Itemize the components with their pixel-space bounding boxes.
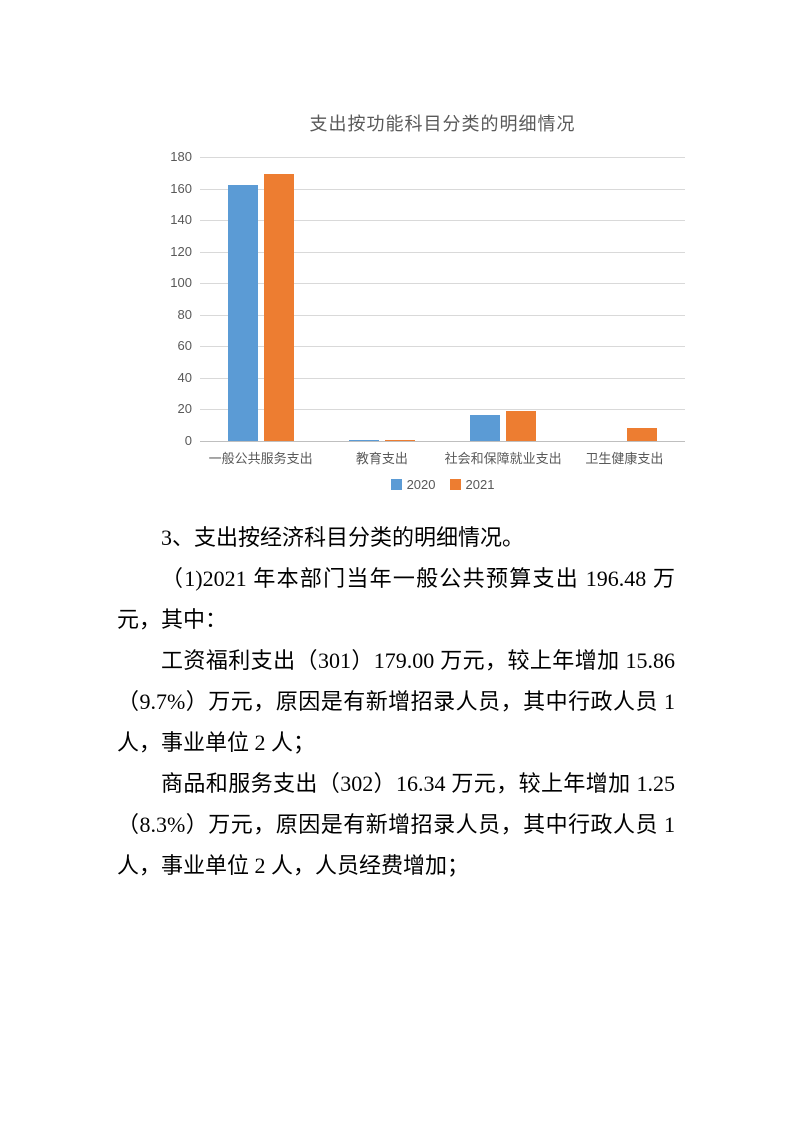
chart-title: 支出按功能科目分类的明细情况	[309, 114, 576, 134]
bar-2021-category-3	[506, 411, 537, 441]
horizontal-gridline	[200, 283, 685, 285]
expenditure-by-function-chart: 支出按功能科目分类的明细情况 0 20 40 60 80 100 120 140 160 180 一…	[0, 0, 793, 500]
bar-2021-category-4	[627, 428, 658, 441]
y-axis-tick-label: 80	[177, 306, 192, 322]
horizontal-gridline	[200, 251, 685, 253]
paragraph-section-heading: 3、支出按经济科目分类的明细情况。	[161, 525, 525, 550]
horizontal-gridline	[200, 377, 685, 379]
y-axis-tick-label: 0	[184, 433, 192, 448]
horizontal-gridline	[200, 409, 685, 411]
bar-2021-category-1	[263, 174, 294, 441]
bar-2021-category-2	[384, 440, 415, 441]
x-axis-category-label: 社会和保障就业支出	[444, 451, 562, 466]
y-axis-tick-label: 20	[177, 401, 192, 417]
legend-item-2021: 2021	[449, 477, 495, 492]
x-axis-line	[200, 441, 685, 442]
legend-label: 2021	[465, 477, 495, 492]
y-axis-tick-label: 180	[170, 149, 192, 164]
y-axis-tick-label: 160	[170, 180, 192, 196]
y-axis-tick-label: 60	[177, 338, 192, 354]
body-text-block: 3、支出按经济科目分类的明细情况。 （1)2021 年本部门当年一般公共预算支出…	[117, 517, 675, 886]
horizontal-gridline	[200, 220, 685, 222]
horizontal-gridline	[200, 346, 685, 348]
paragraph-total-budget: （1)2021 年本部门当年一般公共预算支出 196.48 万元，其中：	[117, 566, 675, 632]
paragraph-salary-expenditure: 工资福利支出（301）179.00 万元，较上年增加 15.86（9.7%）万元…	[117, 648, 675, 755]
horizontal-gridline	[200, 188, 685, 190]
y-axis-tick-label: 100	[170, 275, 192, 291]
y-axis-tick-label: 40	[177, 369, 192, 385]
legend-item-2020: 2020	[390, 477, 436, 492]
legend-label: 2020	[406, 477, 436, 492]
bar-2020-category-1	[227, 185, 258, 441]
legend-swatch-icon	[390, 479, 402, 490]
horizontal-gridline	[200, 314, 685, 316]
bar-2020-category-3	[470, 414, 501, 441]
x-axis-category-label: 卫生健康支出	[585, 451, 664, 466]
legend-swatch-icon	[449, 479, 461, 490]
x-axis-category-label: 教育支出	[355, 451, 408, 466]
chart-legend: 2020 2021	[200, 478, 685, 491]
paragraph-goods-services-expenditure: 商品和服务支出（302）16.34 万元，较上年增加 1.25（8.3%）万元，…	[117, 771, 675, 878]
horizontal-gridline	[200, 157, 685, 158]
bar-2020-category-2	[348, 439, 379, 441]
chart-plot-area: 0 20 40 60 80 100 120 140 160 180 一般公共服务支出 教育支出 社会和保…	[170, 149, 685, 466]
x-axis-category-label: 一般公共服务支出	[208, 451, 313, 466]
y-axis-tick-label: 120	[170, 243, 192, 259]
y-axis-tick-label: 140	[170, 212, 192, 228]
